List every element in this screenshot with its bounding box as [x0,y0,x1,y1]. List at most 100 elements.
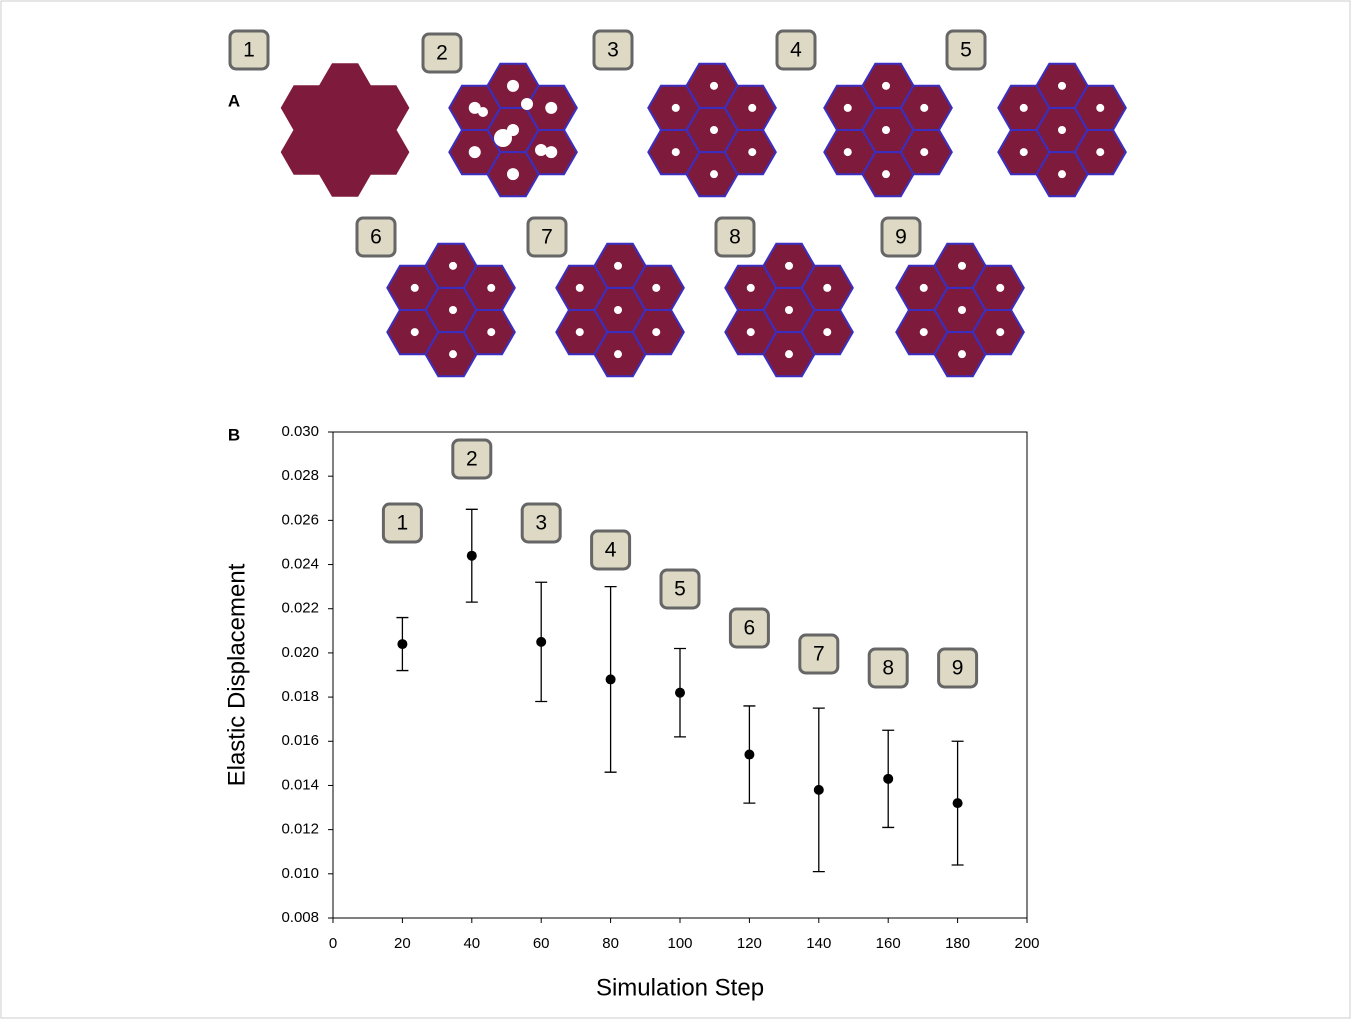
void [920,148,929,157]
void [575,328,584,337]
void [575,283,584,292]
label-box [798,633,840,675]
void [785,261,793,270]
label-box [659,568,701,610]
label-box [867,647,909,689]
label-box [520,502,562,544]
x-tick-label: 200 [1014,935,1039,952]
y-tick-label: 0.018 [281,688,319,705]
void [823,283,832,292]
y-tick-label: 0.008 [281,909,319,926]
void [507,79,519,92]
label-text: 5 [674,578,686,601]
label-box [880,216,922,258]
x-tick-label: 0 [329,935,337,952]
void [671,148,680,157]
y-tick-label: 0.010 [281,865,319,882]
y-tick-label: 0.022 [281,600,319,617]
y-tick-label: 0.014 [281,776,319,793]
point [952,798,963,809]
point [397,639,408,650]
label-box [451,438,493,480]
void [449,261,457,270]
point [466,550,477,561]
void [1019,103,1028,112]
void [1096,103,1105,112]
void [1058,170,1066,179]
void [919,328,928,337]
x-tick-label: 160 [876,935,901,952]
label-text: 6 [744,617,756,640]
y-tick-label: 0.020 [281,644,319,661]
label-text: 3 [535,512,547,535]
label-text: 4 [605,539,617,562]
hex-cluster [724,242,854,378]
void [535,144,547,156]
void [487,283,496,292]
label-text: 5 [960,39,972,62]
label-box [228,29,270,71]
void [545,146,558,159]
y-axis-title: Elastic Displacement [223,563,250,786]
void [468,146,481,159]
void [710,126,718,134]
hex-cluster [823,62,953,198]
void [710,170,718,179]
y-tick-label: 0.028 [281,467,319,484]
label-box [728,607,770,649]
label-text: 6 [370,226,382,249]
label-text: 1 [397,512,409,535]
label-box [355,216,397,258]
void [410,328,419,337]
void [746,328,755,337]
label-box [714,216,756,258]
void [614,350,622,359]
label-box [526,216,568,258]
point [744,749,755,760]
hex-cluster [895,242,1025,378]
y-tick-label: 0.024 [281,556,319,573]
hex-cluster [555,242,685,378]
void [748,148,757,157]
void [545,101,558,114]
x-tick-label: 40 [463,935,480,952]
void [478,107,488,117]
hexagon [280,129,333,175]
void [882,170,890,179]
hex-cluster [997,62,1127,198]
label-text: 4 [790,39,802,62]
void [996,328,1005,337]
void [449,306,457,314]
point [675,687,685,698]
y-tick-label: 0.030 [281,423,319,440]
x-tick-label: 20 [394,935,411,952]
void [843,103,852,112]
void [958,261,966,270]
label-text: 2 [466,448,478,471]
void [614,261,622,270]
label-box [945,29,987,71]
label-text: 1 [243,39,255,62]
void [1096,148,1105,157]
panel-label: A [228,91,240,110]
void [1058,81,1066,90]
void [958,350,966,359]
x-tick-label: 180 [945,935,970,952]
void [920,103,929,112]
x-tick-label: 100 [667,935,692,952]
y-tick-label: 0.016 [281,732,319,749]
hex-cluster [448,62,578,198]
label-box [937,647,979,689]
void [410,283,419,292]
label-box [421,32,463,74]
void [614,306,622,314]
label-text: 2 [436,42,448,65]
label-box [775,29,817,71]
void [494,129,512,147]
void [919,283,928,292]
void [882,126,890,134]
hex-cluster [386,242,516,378]
x-tick-label: 80 [602,935,619,952]
void [671,103,680,112]
label-text: 8 [882,657,894,680]
